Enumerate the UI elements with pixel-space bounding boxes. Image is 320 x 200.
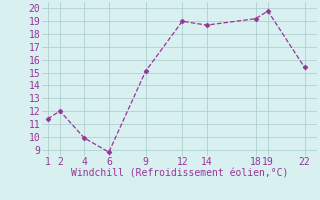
X-axis label: Windchill (Refroidissement éolien,°C): Windchill (Refroidissement éolien,°C) — [70, 169, 288, 179]
